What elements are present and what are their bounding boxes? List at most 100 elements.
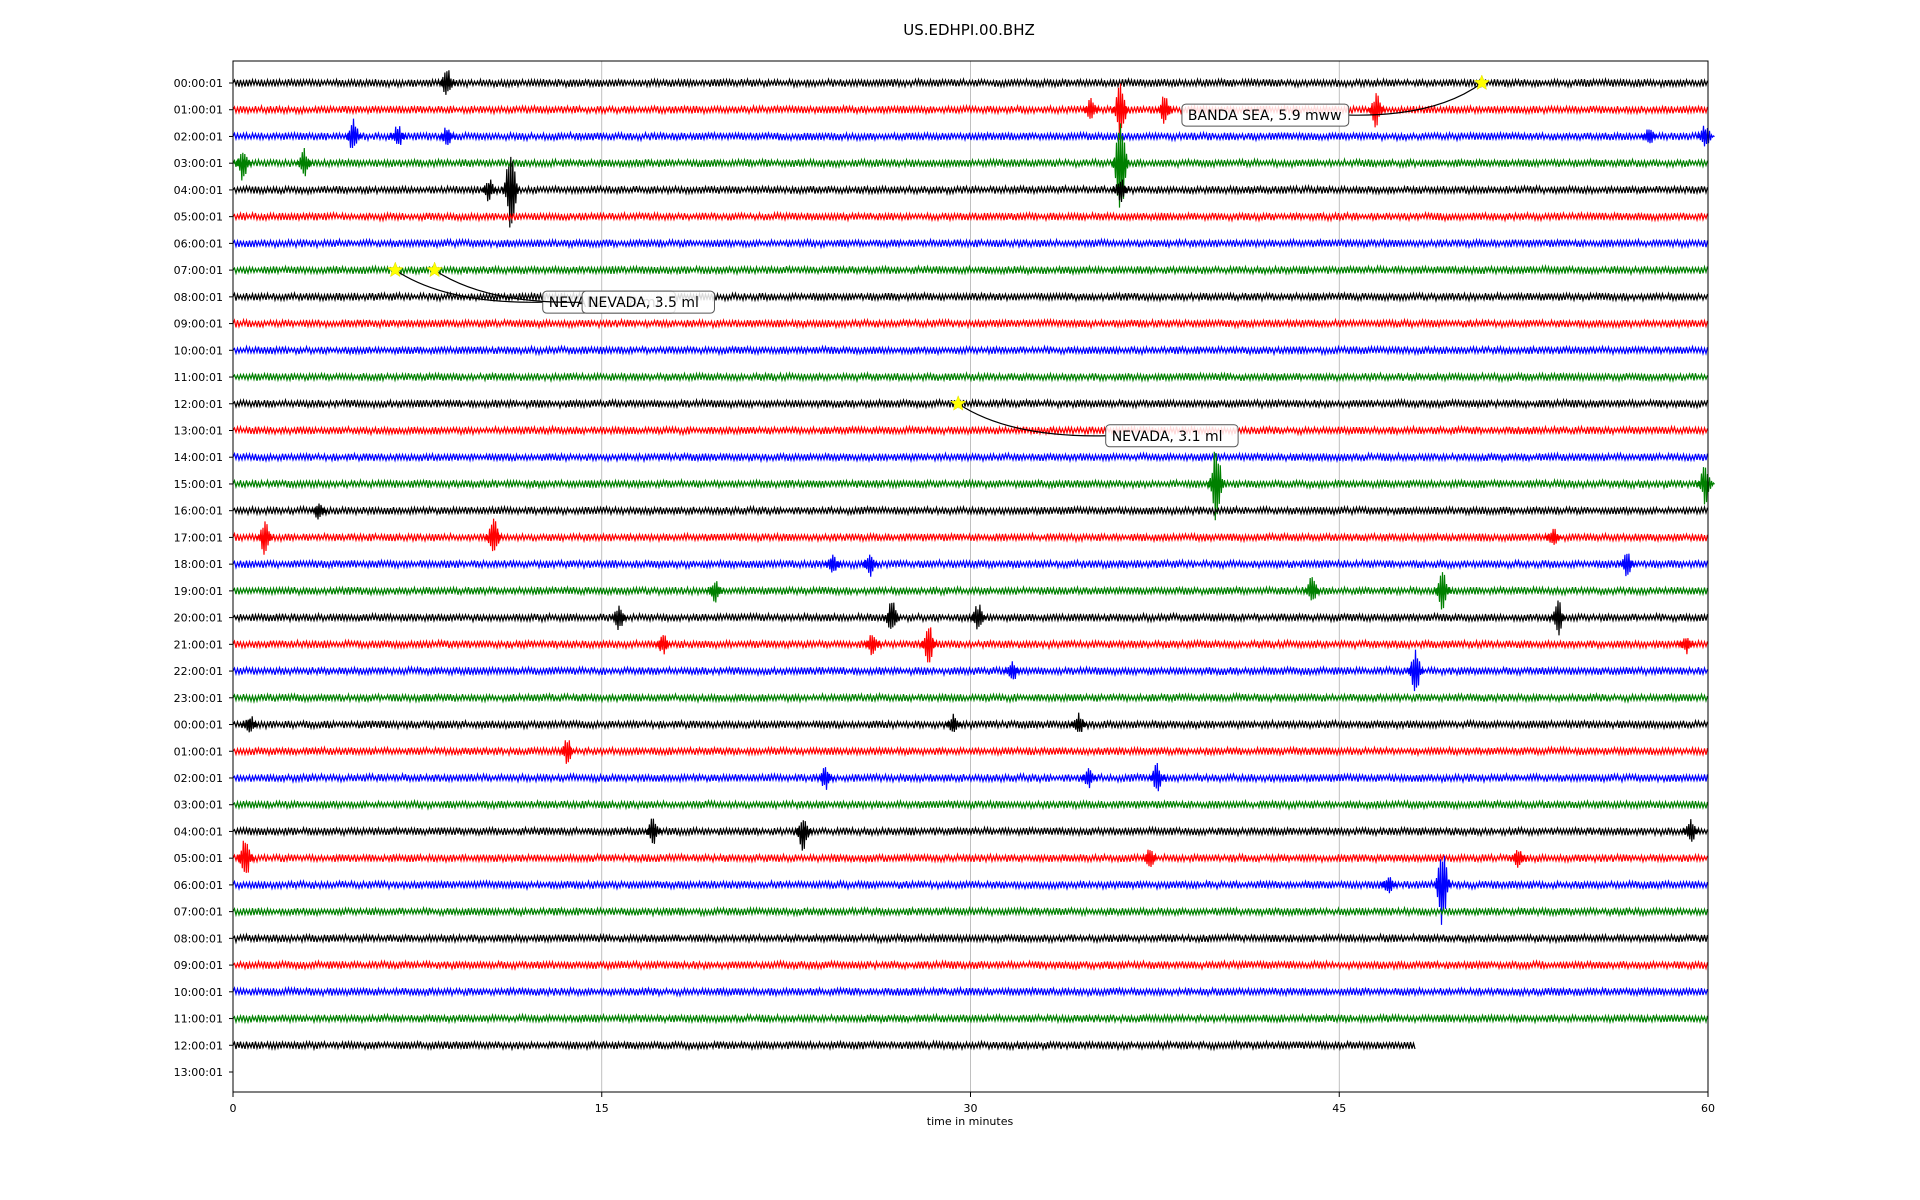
y-tick-label-21: 21:00:01 [174,638,223,651]
x-axis-label: time in minutes [927,1115,1014,1128]
spike-row-20-3 [1548,600,1568,636]
trace-row-24 [232,718,1709,731]
spike-row-29-2 [1509,850,1528,868]
trace-row-11 [232,370,1709,384]
trace-row-16 [232,504,1709,517]
spike-row-0-0 [437,70,457,95]
spike-row-30-1 [1432,855,1453,925]
trace-row-36 [232,1039,1416,1052]
y-axis-ticks: 00:00:01 01:00:01 02:00:01 03:00:01 04:00:01… [174,77,233,1079]
spike-row-2-1 [388,126,407,146]
event-label-2: NEVADA, 3.5 ml [588,295,699,311]
trace-row-29 [232,852,1709,865]
spike-row-3-0 [233,152,253,181]
spike-row-29-0 [235,840,255,873]
seismic-traces [232,70,1715,1052]
y-tick-label-26: 02:00:01 [174,772,223,785]
event-marker-3 [949,395,967,411]
x-tick-label-0: 0 [230,1102,237,1115]
trace-row-0 [232,76,1709,90]
event-2: NEVADA, 3.5 ml [426,261,715,314]
spike-row-3-1 [294,147,314,177]
trace-row-27 [232,798,1709,811]
event-connector-1 [394,269,543,303]
y-tick-label-23: 23:00:01 [174,692,223,705]
y-tick-label-17: 17:00:01 [174,531,223,544]
y-tick-label-19: 19:00:01 [174,585,223,598]
spike-row-20-1 [882,602,902,629]
y-tick-label-37: 13:00:01 [174,1066,223,1079]
y-tick-label-12: 12:00:01 [174,398,223,411]
trace-row-18 [232,558,1709,571]
trace-row-10 [232,344,1709,357]
trace-row-17 [232,531,1709,544]
y-tick-label-14: 14:00:01 [174,451,223,464]
trace-row-34 [232,985,1709,998]
spike-row-19-0 [705,581,725,603]
spike-row-15-1 [1696,467,1715,505]
trace-row-7 [232,263,1709,277]
spike-row-2-4 [1696,125,1715,147]
trace-row-31 [232,905,1709,918]
trace-row-3 [232,157,1709,170]
trace-row-21 [232,638,1709,651]
spike-row-17-0 [255,521,275,555]
spike-row-4-0 [479,179,499,202]
spike-row-28-1 [793,820,813,851]
y-tick-label-35: 11:00:01 [174,1013,223,1026]
spike-row-18-0 [860,554,880,577]
trace-row-35 [232,1012,1709,1025]
y-tick-label-32: 08:00:01 [174,932,223,945]
y-tick-label-8: 08:00:01 [174,291,223,304]
spike-row-21-2 [919,627,939,663]
event-label-box-0 [1181,103,1350,127]
y-tick-label-30: 06:00:01 [174,879,223,892]
event-label-box-3 [1105,424,1239,448]
spike-row-26-2 [1147,762,1167,792]
trace-row-13 [232,424,1709,437]
trace-row-23 [232,691,1709,704]
event-marker-1 [386,261,404,278]
y-tick-label-24: 00:00:01 [174,719,223,732]
y-tick-label-16: 16:00:01 [174,505,223,518]
spike-row-1-0 [1081,97,1101,119]
trace-row-5 [232,210,1709,223]
event-label-3: NEVADA, 3.1 ml [1112,429,1223,445]
spike-row-3-2 [1110,123,1131,208]
y-tick-label-2: 02:00:01 [174,130,223,143]
spike-row-21-1 [862,635,882,656]
spike-row-18-2 [1617,553,1637,577]
y-tick-label-3: 03:00:01 [174,157,223,170]
event-0: BANDA SEA, 5.9 mww [1181,74,1491,127]
trace-row-25 [232,745,1709,758]
spike-row-1-1 [1111,83,1131,140]
spike-row-4-2 [1111,179,1130,203]
trace-row-1 [232,103,1709,116]
chart-title: US.EDHPI.00.BHZ [903,21,1035,39]
event-label-0: BANDA SEA, 5.9 mww [1188,108,1342,124]
grid-lines [601,61,1340,1092]
event-marker-0 [1473,74,1491,91]
y-tick-label-18: 18:00:01 [174,558,223,571]
y-tick-label-7: 07:00:01 [174,264,223,277]
spike-row-30-0 [1379,877,1398,894]
event-connector-2 [434,269,583,303]
x-tick-label-4: 60 [1701,1102,1715,1115]
spike-row-4-1 [501,156,521,228]
event-connector-0 [1348,82,1483,116]
trace-row-28 [232,825,1709,838]
event-3: NEVADA, 3.1 ml [949,395,1239,448]
y-tick-label-5: 05:00:01 [174,211,223,224]
trace-row-22 [232,664,1709,678]
spike-row-29-1 [1140,849,1160,868]
spike-row-17-2 [1543,528,1563,545]
spike-row-24-0 [240,716,260,733]
y-tick-label-0: 00:00:01 [174,77,223,90]
spike-row-1-3 [1366,93,1386,128]
trace-row-32 [232,932,1709,945]
y-tick-label-1: 01:00:01 [174,104,223,117]
spike-row-19-2 [1433,572,1452,610]
spike-row-2-3 [1639,129,1659,144]
y-tick-label-9: 09:00:01 [174,318,223,331]
